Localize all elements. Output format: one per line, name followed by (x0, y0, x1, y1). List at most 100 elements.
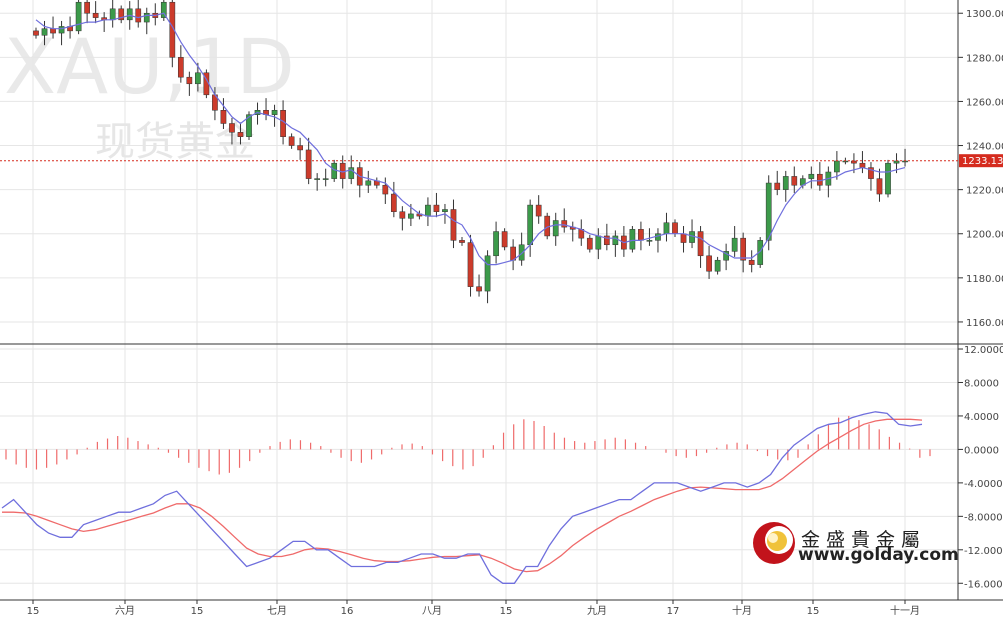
price-tick-label: 1260.00 (966, 97, 1003, 108)
candle-body (757, 240, 764, 265)
current-price-tag: 1233.13 (959, 154, 1003, 168)
candle-body (322, 178, 329, 180)
macd-tick-label: -12.0000 (964, 546, 1003, 557)
candle-body (518, 244, 525, 261)
candle-body (791, 176, 798, 186)
candle-body (126, 8, 133, 21)
candle-body (331, 162, 338, 179)
candle-body (237, 132, 244, 137)
candle-body (442, 209, 448, 212)
candle-body (288, 136, 295, 146)
candle-body (186, 76, 193, 85)
current-price-label: 1233.13 (962, 156, 1003, 167)
candle-body (748, 259, 755, 265)
macd-tick-label: 4.0000 (964, 412, 999, 423)
candle-body (433, 204, 440, 212)
candle-body (109, 8, 116, 21)
macd-histogram (5, 415, 931, 475)
candle-body (246, 114, 252, 137)
ma-line (35, 12, 906, 266)
candle-body (297, 145, 303, 151)
candle-body (160, 1, 167, 18)
time-tick-label: 15 (191, 606, 204, 617)
macd-tick-label: -4.0000 (964, 479, 1003, 490)
candle-body (706, 255, 712, 272)
candle-body (527, 204, 534, 246)
candle-body (305, 149, 312, 179)
candle-body (177, 57, 184, 78)
watermark-name: 现货黄金 (95, 119, 255, 165)
watermark-symbol: XAU,1D (4, 22, 295, 111)
macd-tick-label: 0.0000 (964, 445, 999, 456)
candle-body (595, 235, 602, 250)
moving-average (35, 12, 906, 266)
time-tick-label: 十一月 (890, 604, 920, 617)
golday-logo[interactable]: 金盛貴金屬 www.golday.com (753, 522, 959, 565)
candle-body (893, 160, 900, 164)
candle-body (603, 235, 610, 246)
candle-body (271, 110, 278, 115)
time-tick-label: 八月 (422, 605, 442, 617)
candle-body (586, 237, 593, 250)
candle-body (629, 229, 636, 250)
price-tick-label: 1280.00 (966, 53, 1003, 64)
candle-body (612, 235, 619, 246)
price-tick-label: 1180.00 (966, 274, 1003, 285)
candle-body (382, 184, 389, 195)
candle-body (220, 110, 227, 124)
candle-body (808, 173, 815, 179)
candle-body (75, 1, 82, 32)
brand-url[interactable]: www.golday.com (798, 545, 959, 565)
candle-body (33, 30, 39, 36)
candle-body (484, 255, 491, 292)
candle-body (501, 231, 508, 248)
price-axis[interactable]: 1300.00 1280.00 1260.00 1240.00 1220.00 1200.… (958, 9, 1003, 329)
time-axis[interactable]: 15 六月 15 七月 16 八月 15 九月 17 十月 15 十一月 (27, 600, 920, 617)
candle-body (135, 8, 142, 23)
candle-body (876, 178, 883, 195)
price-tick-label: 1200.00 (966, 230, 1003, 241)
time-tick-label: 15 (807, 606, 820, 617)
candle-body (859, 162, 866, 168)
candle-body (467, 242, 474, 287)
macd-line (1, 411, 923, 584)
time-tick-label: 15 (27, 606, 40, 617)
time-tick-label: 17 (667, 606, 680, 617)
candle-body (229, 123, 235, 133)
macd-tick-label: 8.0000 (964, 378, 999, 389)
candle-body (399, 211, 406, 219)
candle-body (339, 162, 346, 179)
price-tick-label: 1160.00 (966, 318, 1003, 329)
macd-axis[interactable]: 12.0000 8.0000 4.0000 0.0000 -4.0000 -8.0000 -… (958, 345, 1003, 590)
candle-body (885, 162, 891, 195)
candle-body (561, 220, 568, 228)
time-tick-label: 15 (500, 606, 513, 617)
candle-body (58, 26, 65, 34)
candle-body (118, 8, 125, 21)
brand-name: 金盛貴金屬 (801, 529, 926, 551)
candle-body (408, 213, 414, 219)
golday-emblem-icon (753, 522, 795, 564)
candle-body (84, 1, 90, 14)
candle-body (646, 240, 653, 242)
time-tick-label: 六月 (115, 605, 135, 617)
candle-body (655, 233, 661, 241)
candle-body (765, 182, 772, 241)
candle-body (552, 220, 559, 237)
candle-body (92, 12, 99, 18)
candle-body (638, 229, 644, 241)
candle-body (169, 1, 176, 58)
grid-lines (0, 0, 958, 600)
time-tick-label: 七月 (267, 605, 287, 617)
time-tick-label: 16 (341, 606, 354, 617)
candle-body (697, 231, 704, 257)
candle-body (834, 160, 840, 173)
price-tick-label: 1240.00 (966, 142, 1003, 153)
price-tick-label: 1300.00 (966, 9, 1003, 20)
time-tick-label: 十月 (732, 604, 752, 617)
candle-body (851, 160, 857, 164)
candle-body (672, 222, 678, 234)
candle-body (740, 237, 747, 261)
macd-tick-label: -16.0000 (964, 579, 1003, 590)
